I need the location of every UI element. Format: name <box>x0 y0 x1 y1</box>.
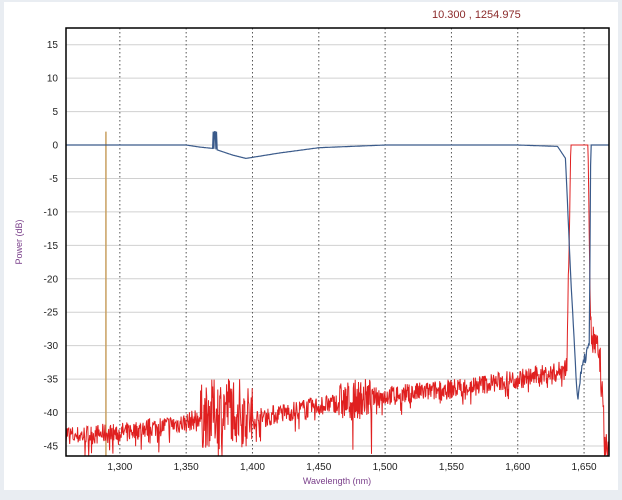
y-tick-label: 0 <box>52 141 58 152</box>
y-tick-label: 5 <box>52 107 58 118</box>
y-tick-label: -15 <box>44 241 59 252</box>
y-axis-label: Power (dB) <box>14 219 24 264</box>
x-tick-label: 1,550 <box>439 462 464 473</box>
series-reflection-line <box>65 144 610 457</box>
y-tick-label: -20 <box>44 274 59 285</box>
series-group <box>65 131 610 457</box>
y-tick-label: -5 <box>49 174 58 185</box>
y-tick-label: -35 <box>44 375 59 386</box>
tick-labels: 15 10 5 0 -5 -10 -15 -20 -25 -30 -35 -40 -45 1,300 1,3… <box>44 40 597 473</box>
y-tick-label: -30 <box>44 341 59 352</box>
cursor-readout: 10.300 , 1254.975 <box>432 9 521 21</box>
series-transmission-line <box>66 131 609 400</box>
y-tick-label: -10 <box>44 207 59 218</box>
x-tick-label: 1,650 <box>572 462 597 473</box>
x-tick-label: 1,600 <box>505 462 530 473</box>
x-tick-label: 1,300 <box>107 462 132 473</box>
plot-frame <box>65 27 610 457</box>
y-tick-label: -45 <box>44 441 59 452</box>
x-tick-label: 1,450 <box>306 462 331 473</box>
y-tick-label: 15 <box>47 40 59 51</box>
x-tick-label: 1,400 <box>240 462 265 473</box>
y-tick-label: 10 <box>47 74 59 85</box>
x-axis-label: Wavelength (nm) <box>303 476 371 486</box>
y-tick-label: -25 <box>44 308 59 319</box>
x-tick-label: 1,500 <box>373 462 398 473</box>
y-tick-label: -40 <box>44 408 59 419</box>
x-tick-label: 1,350 <box>174 462 199 473</box>
grid <box>66 28 609 456</box>
